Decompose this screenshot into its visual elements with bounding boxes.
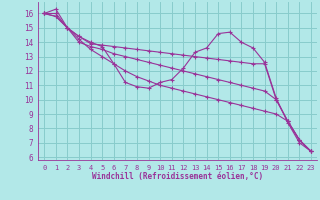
X-axis label: Windchill (Refroidissement éolien,°C): Windchill (Refroidissement éolien,°C) [92, 172, 263, 181]
